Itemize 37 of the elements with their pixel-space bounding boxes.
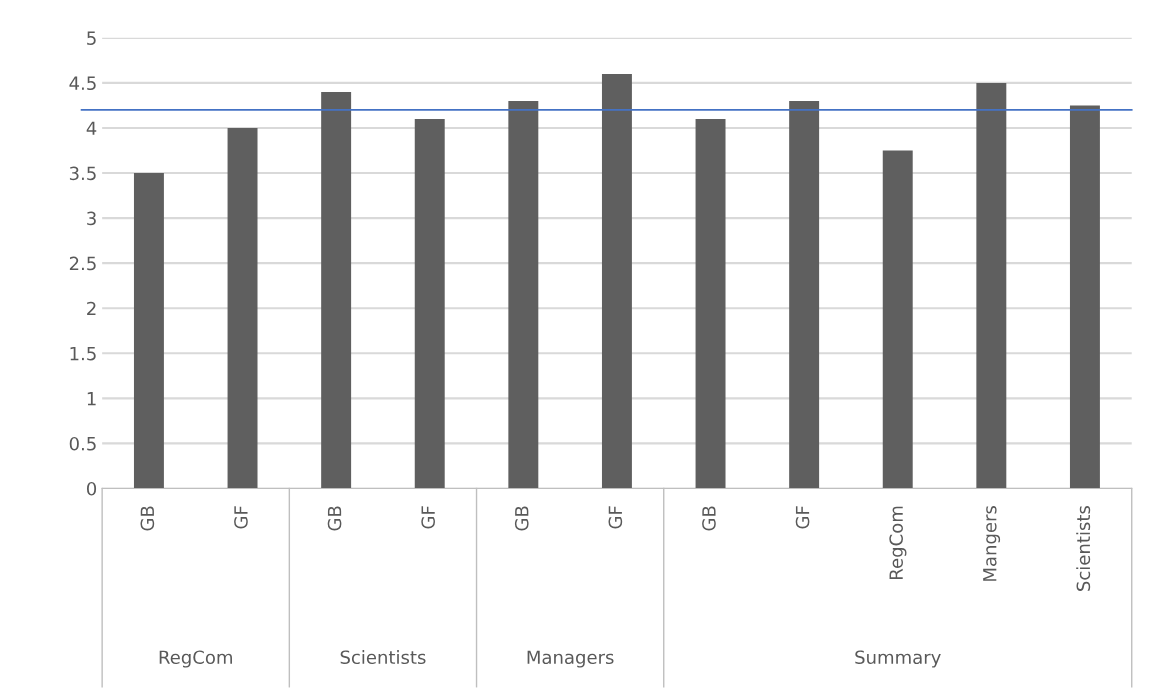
bar	[414, 118, 445, 489]
y-tick-label: 1	[87, 392, 96, 406]
y-tick-label: 2.5	[69, 256, 96, 271]
bar	[508, 100, 539, 489]
y-tick-label: 5	[87, 31, 96, 45]
x-tick-label: Scientists	[1076, 506, 1091, 591]
bar	[601, 73, 632, 489]
x-tick-label: GF	[421, 506, 435, 529]
text: RegCom	[159, 650, 232, 668]
bar	[227, 127, 258, 489]
x-tick-label: GB	[702, 506, 716, 531]
x-tick-label: GB	[514, 506, 529, 531]
y-tick-label: 2	[87, 301, 96, 316]
text: Scientists	[340, 650, 426, 665]
bar	[882, 150, 913, 489]
y-tick-label: 0	[86, 481, 97, 496]
bar	[133, 173, 164, 489]
x-tick-label: GB	[327, 506, 342, 531]
x-tick-label: GF	[608, 506, 623, 529]
x-tick-label: GF	[234, 506, 248, 529]
text: Summary	[855, 650, 941, 668]
bar	[321, 91, 352, 489]
x-tick-label: GB	[140, 506, 155, 531]
y-tick-label: 4	[86, 121, 97, 135]
bar	[1069, 105, 1100, 489]
bar	[976, 82, 1007, 489]
y-tick-label: 3	[87, 211, 96, 226]
x-tick-label: GF	[795, 506, 810, 529]
y-tick-label: 0.5	[69, 436, 96, 451]
bar	[695, 118, 726, 489]
text: Managers	[527, 650, 614, 668]
x-tick-label: Mangers	[983, 506, 1001, 581]
y-tick-label: 4.5	[69, 76, 96, 91]
y-tick-label: 1.5	[70, 346, 96, 361]
x-tick-label: RegCom	[889, 506, 907, 579]
y-tick-label: 3.5	[69, 166, 96, 181]
bar	[789, 100, 820, 489]
